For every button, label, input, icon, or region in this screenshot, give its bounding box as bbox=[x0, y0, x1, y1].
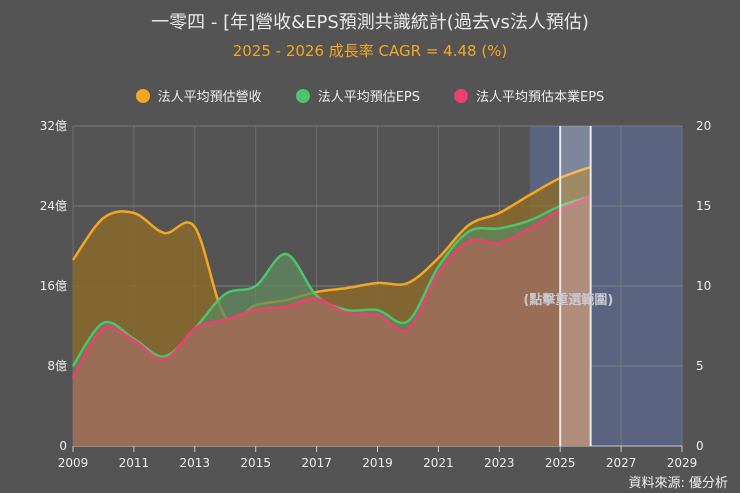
y-right-tick-label: 0 bbox=[696, 439, 704, 453]
y-right-tick-label: 10 bbox=[696, 279, 711, 293]
x-tick-label: 2009 bbox=[58, 456, 89, 470]
legend-label: 法人平均預估本業EPS bbox=[476, 90, 605, 105]
x-tick-label: 2013 bbox=[180, 456, 211, 470]
x-tick-label: 2021 bbox=[423, 456, 454, 470]
legend: 法人平均預估營收 法人平均預估EPS 法人平均預估本業EPS bbox=[0, 86, 740, 105]
legend-label: 法人平均預估EPS bbox=[317, 90, 420, 105]
chart-subtitle: 2025 - 2026 成長率 CAGR = 4.48 (%) bbox=[232, 42, 508, 60]
legend-marker bbox=[454, 88, 468, 103]
x-tick-label: 2025 bbox=[545, 456, 576, 470]
legend-item-core-eps[interactable]: 法人平均預估本業EPS bbox=[454, 86, 604, 105]
y-right-tick-label: 5 bbox=[696, 359, 704, 373]
y-left-tick-label: 32億 bbox=[40, 119, 67, 133]
x-tick-label: 2015 bbox=[240, 456, 271, 470]
y-right-tick-label: 15 bbox=[696, 199, 711, 213]
y-right-tick-label: 20 bbox=[696, 119, 711, 133]
legend-item-revenue[interactable]: 法人平均預估營收 bbox=[135, 86, 262, 105]
series-area bbox=[73, 196, 591, 446]
legend-marker bbox=[135, 88, 150, 103]
legend-label: 法人平均預估營收 bbox=[157, 90, 262, 105]
legend-marker bbox=[295, 88, 310, 103]
x-tick-label: 2027 bbox=[606, 456, 637, 470]
series-line bbox=[71, 195, 592, 378]
x-tick-label: 2011 bbox=[119, 456, 150, 470]
reselect-range-hint: (點擊重選範圍) bbox=[523, 292, 613, 308]
selected-range bbox=[560, 126, 591, 446]
series-2 bbox=[71, 195, 592, 446]
legend-item-eps[interactable]: 法人平均預估EPS bbox=[295, 86, 420, 105]
y-left-tick-label: 0 bbox=[59, 439, 67, 453]
y-left-tick-label: 24億 bbox=[40, 199, 67, 213]
x-tick-label: 2017 bbox=[301, 456, 332, 470]
y-left-tick-label: 8億 bbox=[47, 359, 67, 373]
data-source: 資料來源: 優分析 bbox=[628, 476, 728, 491]
y-left-tick-label: 16億 bbox=[40, 279, 67, 293]
series-line bbox=[71, 165, 592, 323]
x-tick-label: 2019 bbox=[362, 456, 393, 470]
chart-title: 一零四 - [年]營收&EPS預測共識統計(過去vs法人預估) bbox=[151, 12, 589, 33]
x-tick-label: 2023 bbox=[484, 456, 515, 470]
x-tick-label: 2029 bbox=[667, 456, 698, 470]
